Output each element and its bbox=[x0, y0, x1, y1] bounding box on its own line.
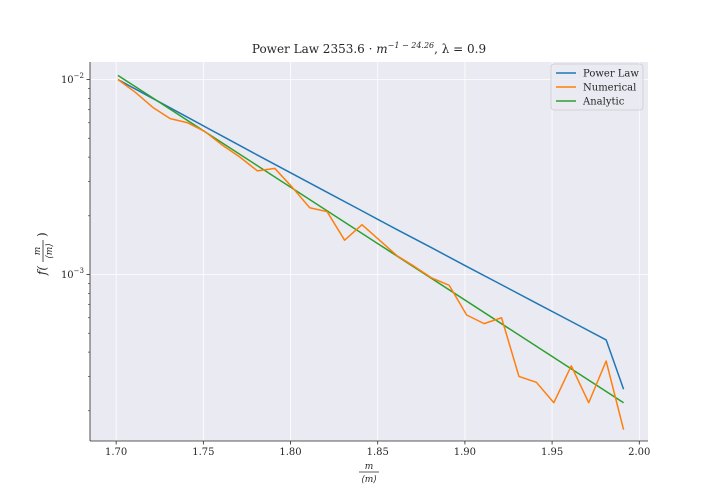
legend-label-power-law: Power Law bbox=[583, 69, 639, 80]
x-tick-label: 1.75 bbox=[192, 447, 214, 458]
legend-label-numerical: Numerical bbox=[583, 83, 636, 94]
x-axis-label: m ⟨m⟩ bbox=[359, 462, 379, 485]
y-label-denominator: ⟨m⟩ bbox=[45, 243, 55, 259]
series-lines bbox=[117, 74, 625, 430]
series-line-power-law bbox=[117, 78, 625, 390]
y-tick-label: 10−2 bbox=[61, 72, 84, 86]
x-tick-label: 1.70 bbox=[105, 447, 127, 458]
x-label-denominator: ⟨m⟩ bbox=[361, 475, 377, 485]
x-label-numerator: m bbox=[365, 462, 374, 472]
x-tick-label: 1.90 bbox=[454, 447, 476, 458]
y-label-suffix: ) bbox=[35, 232, 49, 237]
series-line-numerical bbox=[117, 78, 625, 430]
y-label-numerator: m bbox=[33, 247, 43, 256]
plot-area bbox=[90, 62, 648, 441]
y-tick-label: 10−3 bbox=[61, 267, 84, 281]
legend-label-analytic: Analytic bbox=[582, 97, 625, 108]
y-label-prefix: f( bbox=[35, 266, 49, 276]
grid bbox=[90, 62, 648, 441]
x-tick-label: 1.85 bbox=[367, 447, 389, 458]
x-tick-label: 1.95 bbox=[541, 447, 563, 458]
x-tick-label: 1.80 bbox=[279, 447, 301, 458]
legend: Power Law Numerical Analytic bbox=[550, 63, 644, 111]
y-axis-label: f( m ⟨m⟩ ) bbox=[33, 232, 55, 276]
chart-title: Power Law 2353.6 · m−1 − 24.26, λ = 0.9 bbox=[252, 41, 486, 56]
x-tick-label: 2.00 bbox=[628, 447, 650, 458]
y-axis: 10−2 10−3 bbox=[61, 62, 91, 441]
x-axis: 1.70 1.75 1.80 1.85 1.90 1.95 2.00 bbox=[90, 440, 650, 458]
legend-box bbox=[550, 63, 644, 111]
